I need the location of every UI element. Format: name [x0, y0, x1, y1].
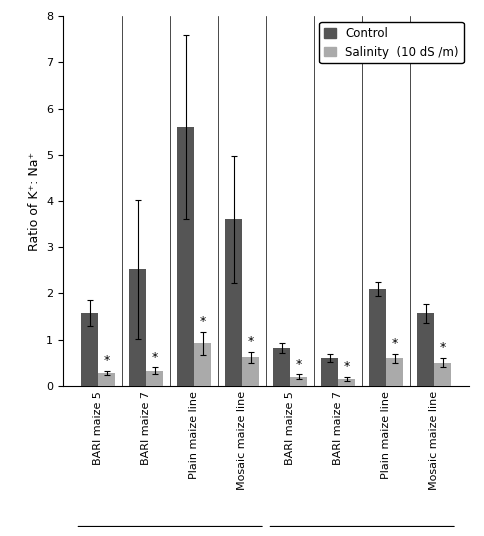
Bar [386, 358, 403, 386]
Bar [273, 348, 290, 386]
Text: *: * [392, 337, 398, 350]
Text: *: * [199, 315, 206, 328]
Text: *: * [247, 335, 254, 348]
Bar [417, 314, 434, 386]
Bar [194, 344, 211, 386]
Legend: Control, Salinity  (10 dS /m): Control, Salinity (10 dS /m) [319, 22, 464, 63]
Bar [98, 373, 115, 386]
Bar [369, 289, 386, 386]
Bar [338, 379, 355, 386]
Text: *: * [104, 354, 110, 367]
Text: *: * [151, 351, 158, 364]
Bar [178, 127, 194, 386]
Text: *: * [344, 360, 350, 373]
Bar [226, 220, 242, 386]
Bar [434, 363, 451, 386]
Bar [81, 313, 98, 386]
Bar [242, 358, 259, 386]
Y-axis label: Ratio of K⁺: Na⁺: Ratio of K⁺: Na⁺ [28, 152, 41, 250]
Bar [146, 371, 163, 386]
Bar [321, 358, 338, 386]
Text: *: * [295, 358, 302, 371]
Text: *: * [439, 341, 446, 354]
Bar [129, 270, 146, 386]
Bar [290, 377, 307, 386]
